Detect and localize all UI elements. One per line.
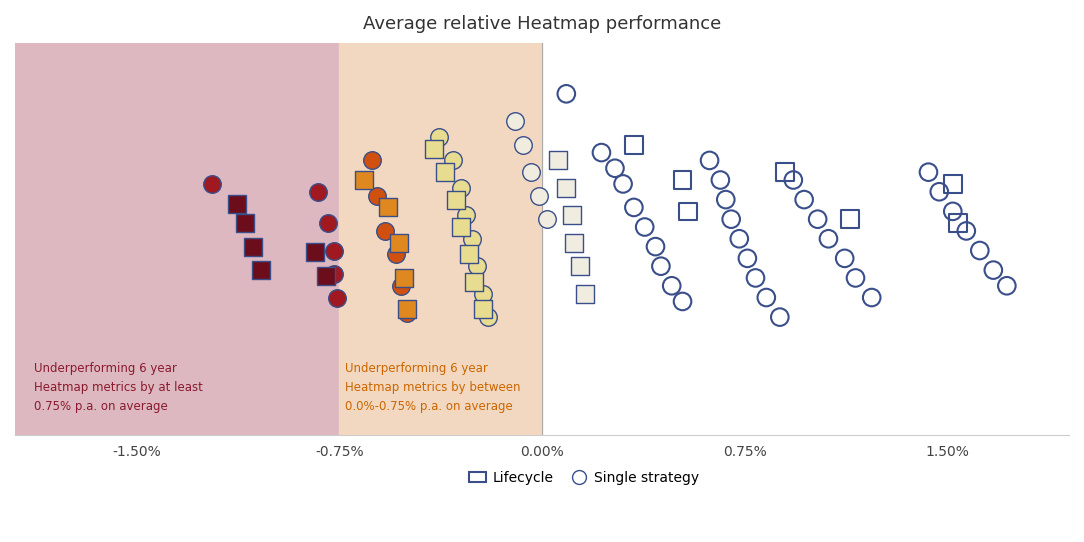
Point [571, 262, 589, 270]
Bar [339, 43, 542, 435]
Point [647, 242, 664, 251]
Point [320, 219, 337, 228]
Point [309, 188, 326, 196]
Point [253, 266, 270, 274]
Point [550, 156, 567, 165]
Point [204, 179, 221, 188]
Point [971, 246, 989, 255]
Title: Average relative Heatmap performance: Average relative Heatmap performance [363, 15, 721, 33]
Point [930, 188, 947, 196]
Point [479, 313, 496, 321]
Point [863, 293, 880, 302]
Point [653, 262, 670, 270]
Point [244, 242, 261, 251]
Point [836, 254, 853, 263]
Point [712, 176, 730, 184]
Point [466, 278, 483, 286]
Point [636, 223, 654, 231]
Point [325, 270, 343, 279]
Point [738, 254, 756, 263]
Point [920, 168, 938, 177]
Text: Underperforming 6 year
Heatmap metrics by between
0.0%-0.75% p.a. on average: Underperforming 6 year Heatmap metrics b… [345, 362, 520, 413]
Point [379, 203, 397, 212]
Point [390, 238, 408, 247]
Point [718, 195, 735, 204]
Point [593, 149, 610, 157]
Point [680, 207, 697, 216]
Point [531, 191, 549, 200]
Point [785, 176, 802, 184]
Point [354, 176, 372, 184]
Point [998, 281, 1016, 290]
Point [776, 168, 793, 177]
Point [369, 191, 386, 200]
Point [425, 144, 442, 153]
Point [674, 297, 692, 306]
Point [457, 211, 475, 220]
Point [950, 219, 967, 228]
Point [463, 235, 480, 243]
Point [474, 289, 491, 298]
Legend: Lifecycle, Single strategy: Lifecycle, Single strategy [464, 465, 705, 491]
Point [474, 305, 491, 314]
Point [984, 266, 1002, 274]
Point [452, 223, 469, 231]
Point [557, 184, 575, 192]
Point [363, 156, 380, 165]
Point [731, 235, 748, 243]
Point [387, 250, 404, 259]
Point [376, 227, 393, 235]
Point [615, 179, 632, 188]
Point [522, 168, 540, 177]
Point [539, 215, 556, 223]
Point [701, 156, 719, 165]
Point [841, 215, 859, 223]
Point [436, 168, 453, 177]
Point [452, 184, 469, 192]
Point [566, 238, 583, 247]
Point [307, 248, 324, 257]
Point [577, 289, 594, 298]
Point [398, 309, 415, 318]
Point [318, 272, 335, 280]
Point [625, 203, 643, 212]
Point [723, 215, 740, 223]
Point [820, 235, 837, 243]
Point [606, 164, 623, 172]
Point [771, 313, 788, 321]
Bar [15, 43, 339, 435]
Point [228, 199, 245, 208]
Point [398, 305, 415, 314]
Point [468, 262, 486, 270]
Point [758, 293, 775, 302]
Point [396, 274, 413, 282]
Point [325, 246, 343, 255]
Point [944, 207, 962, 216]
Point [506, 117, 524, 126]
Point [563, 211, 580, 220]
Point [430, 133, 448, 141]
Point [809, 215, 826, 223]
Point [957, 227, 975, 235]
Point [444, 156, 462, 165]
Point [747, 274, 764, 282]
Point [625, 140, 643, 149]
Text: Underperforming 6 year
Heatmap metrics by at least
0.75% p.a. on average: Underperforming 6 year Heatmap metrics b… [34, 362, 203, 413]
Point [663, 281, 681, 290]
Point [328, 293, 346, 302]
Point [236, 219, 254, 228]
Point [674, 176, 692, 184]
Point [944, 179, 962, 188]
Point [392, 281, 410, 290]
Point [557, 89, 575, 98]
Point [847, 274, 864, 282]
Point [461, 250, 478, 259]
Point [515, 140, 532, 149]
Point [796, 195, 813, 204]
Point [447, 195, 464, 204]
